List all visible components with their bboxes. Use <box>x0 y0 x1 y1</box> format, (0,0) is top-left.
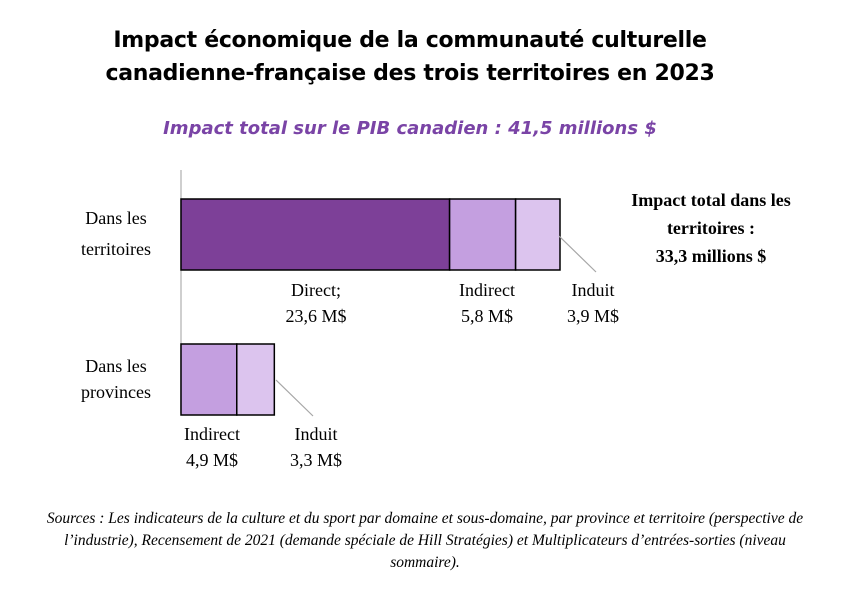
category-label: territoires <box>81 239 151 259</box>
total-annotation-line-3: 33,3 millions $ <box>655 246 767 266</box>
chart-subtitle: Impact total sur le PIB canadien : 41,5 … <box>163 118 657 139</box>
sources-note: Sources : Les indicateurs de la culture … <box>46 510 804 571</box>
data-label-indirect: 5,8 M$ <box>461 306 513 326</box>
data-label-direct: Direct; <box>291 280 341 300</box>
data-label-indirect: 4,9 M$ <box>186 450 238 470</box>
leader-line <box>558 235 597 273</box>
data-label-induit: Induit <box>295 424 338 444</box>
bar-segment-induit <box>236 343 276 416</box>
category-label: Dans les <box>85 208 147 228</box>
data-label-induit: 3,9 M$ <box>567 306 619 326</box>
category-label: provinces <box>81 382 151 402</box>
data-label-indirect: Indirect <box>459 280 515 300</box>
total-annotation-line-1: Impact total dans les <box>631 190 791 210</box>
total-territories-annotation: Impact total dans les territoires : 33,3… <box>604 186 818 270</box>
chart-title-line-2: canadienne-française des trois territoir… <box>105 61 715 86</box>
bar-segment-indirect <box>180 343 238 416</box>
data-label-induit: Induit <box>572 280 615 300</box>
chart-title: Impact économique de la communauté cultu… <box>60 24 760 90</box>
data-label-indirect: Indirect <box>184 424 240 444</box>
leader-line <box>275 379 314 417</box>
category-label: Dans les <box>85 356 147 376</box>
chart-title-line-1: Impact économique de la communauté cultu… <box>113 28 707 53</box>
data-label-direct: 23,6 M$ <box>285 306 346 326</box>
total-annotation-line-2: territoires : <box>666 218 756 238</box>
data-label-induit: 3,3 M$ <box>290 450 342 470</box>
bar-segment-direct <box>180 198 451 271</box>
bar-segment-induit <box>514 198 561 271</box>
bar-segment-indirect <box>448 198 517 271</box>
